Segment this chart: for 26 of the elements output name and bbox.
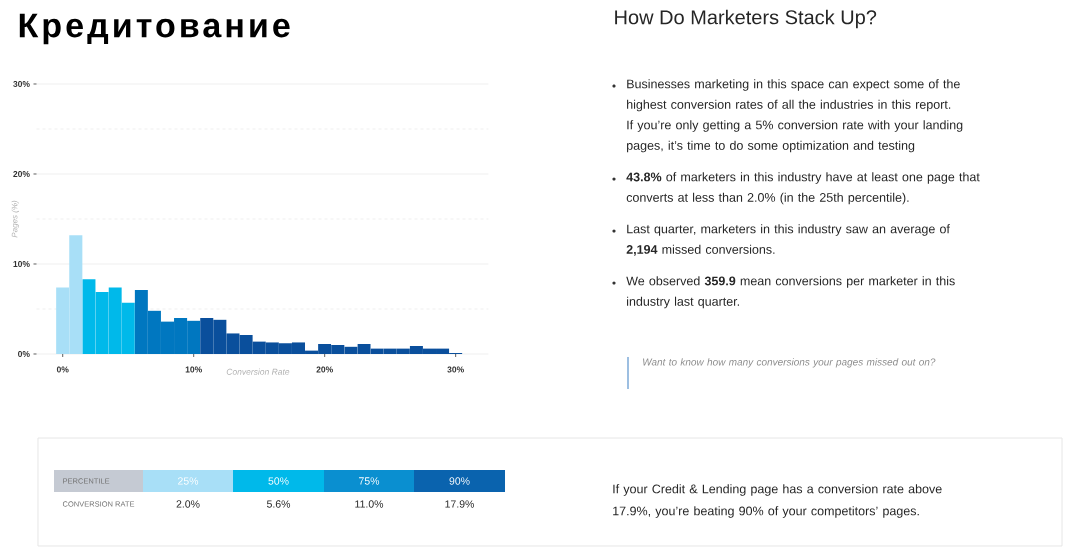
chart-title: Кредитование bbox=[19, 13, 290, 45]
text: 25% bbox=[178, 477, 199, 485]
text: Businesses marketing in this space can expect some of the highest conversion rates of all the industries in this report. If you’re only getting a 5% conversion rate with your landing pages, it’s time to do some optimization and testing bbox=[627, 79, 963, 153]
text: 5.6% bbox=[266, 500, 291, 508]
text: 2.0% bbox=[176, 500, 200, 508]
text: We observed 359.9 mean conversions per marketer in this industry last quarter. bbox=[626, 276, 955, 309]
text: 17.9% bbox=[445, 500, 475, 508]
text: 75% bbox=[359, 477, 380, 485]
text: 43.8% of marketers in this industry have at least one page that converts at less than 2.0% (in the 25th percentile). bbox=[626, 172, 980, 205]
text: How Do Marketers Stack Up? bbox=[615, 9, 877, 29]
text: Last quarter, marketers in this industry saw an average of 2,194 missed conversions. bbox=[626, 224, 950, 256]
y-axis-title: Pages (%) bbox=[11, 200, 19, 238]
text: 90% bbox=[449, 477, 470, 485]
x-tick-label: 30% bbox=[447, 366, 464, 373]
y-tick-label: 0% bbox=[18, 350, 30, 357]
text: 50% bbox=[268, 477, 289, 485]
y-tick-label: 10% bbox=[13, 260, 30, 267]
y-tick-label: 30% bbox=[13, 80, 30, 88]
text: 11.0% bbox=[355, 500, 384, 508]
x-tick-label: 10% bbox=[185, 366, 202, 373]
text: If your Credit & Lending page has a conversion rate above 17.9%, you’re beating 90% of your competitors’ pages. bbox=[613, 484, 942, 518]
x-tick-label: 20% bbox=[316, 366, 333, 373]
x-tick-label: 0% bbox=[56, 366, 69, 373]
y-tick-label: 20% bbox=[13, 170, 30, 177]
x-axis-title: Conversion Rate bbox=[226, 368, 290, 375]
text: Want to know how many conversions your pages missed out on? bbox=[643, 358, 936, 368]
